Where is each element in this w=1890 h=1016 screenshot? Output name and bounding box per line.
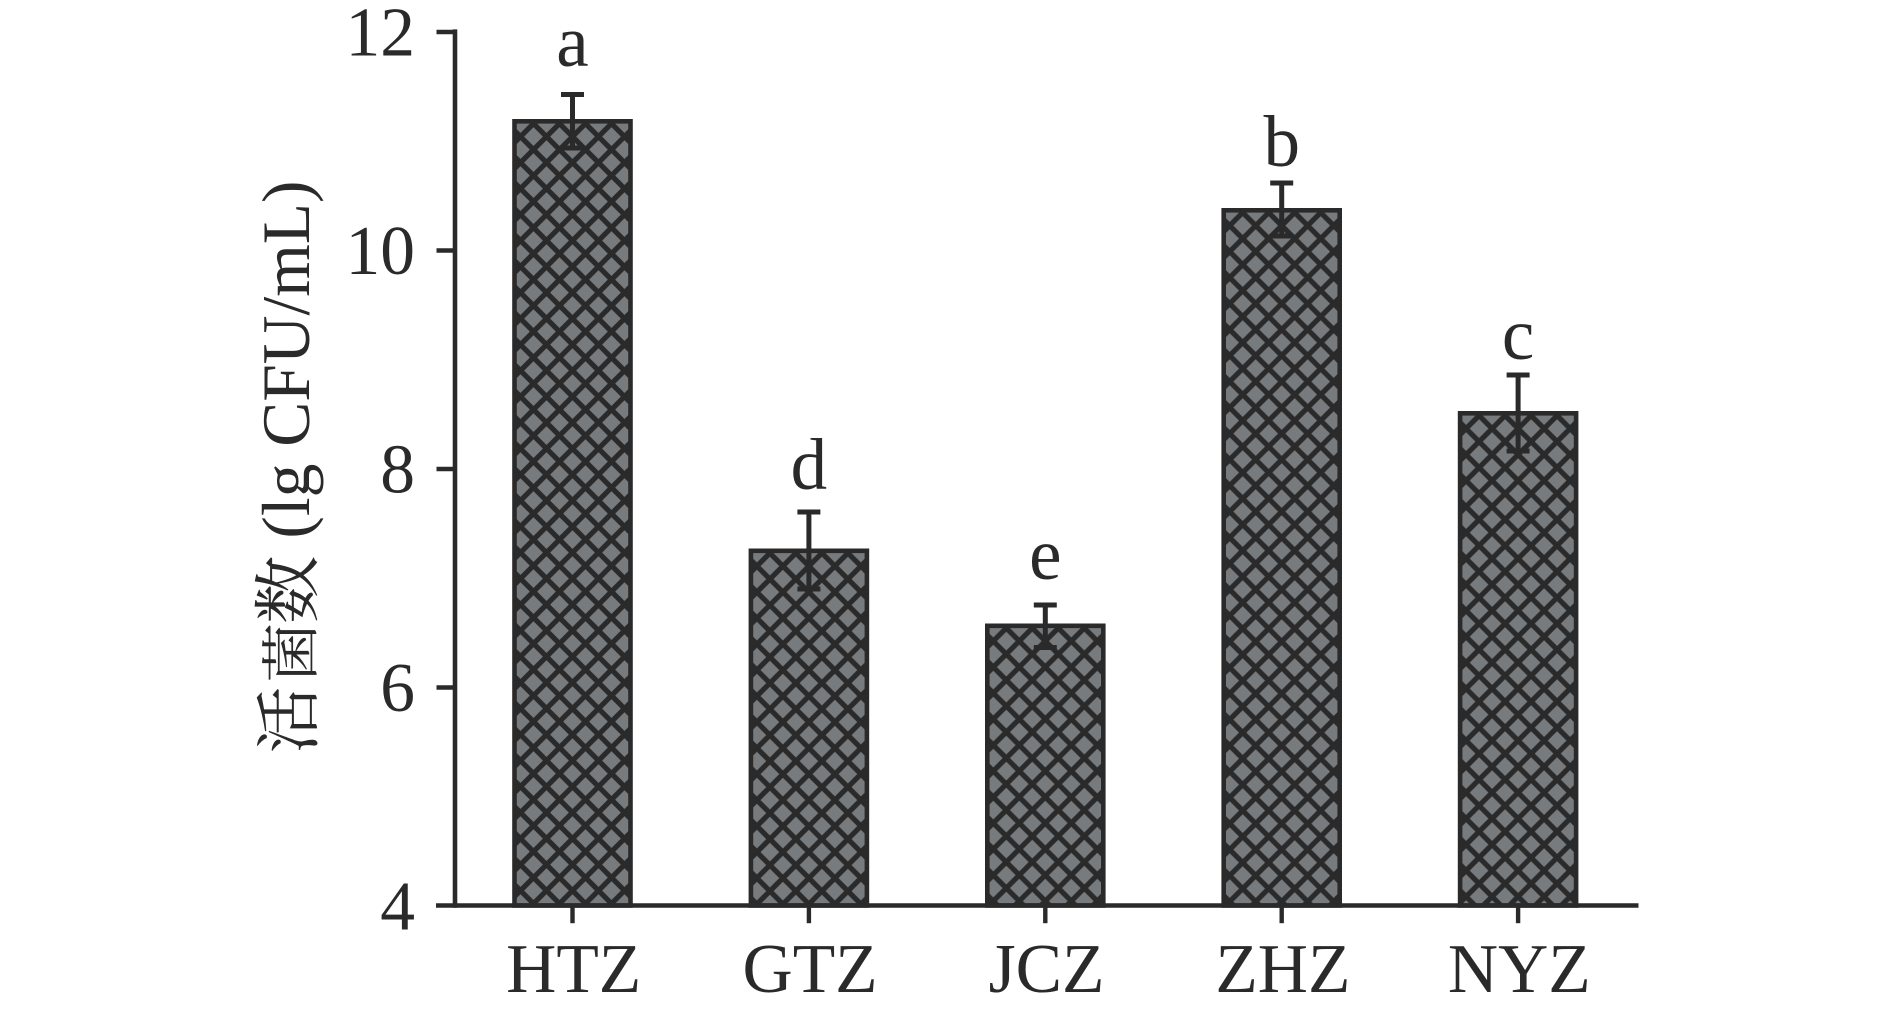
svg-text:4: 4 (380, 869, 415, 946)
svg-text:e: e (1029, 514, 1061, 595)
svg-text:(lg CFU/mL): (lg CFU/mL) (249, 180, 324, 555)
svg-text:d: d (791, 424, 828, 505)
svg-text:GTZ: GTZ (743, 931, 878, 1008)
svg-text:b: b (1263, 101, 1300, 182)
svg-text:8: 8 (380, 432, 415, 509)
svg-text:ZHZ: ZHZ (1215, 931, 1350, 1008)
svg-text:JCZ: JCZ (989, 931, 1105, 1008)
svg-text:10: 10 (346, 213, 416, 290)
svg-text:HTZ: HTZ (506, 931, 641, 1008)
svg-text:a: a (556, 1, 588, 82)
svg-text:NYZ: NYZ (1448, 931, 1591, 1008)
svg-text:12: 12 (346, 0, 416, 72)
svg-text:6: 6 (380, 650, 415, 727)
svg-text:c: c (1502, 294, 1534, 375)
